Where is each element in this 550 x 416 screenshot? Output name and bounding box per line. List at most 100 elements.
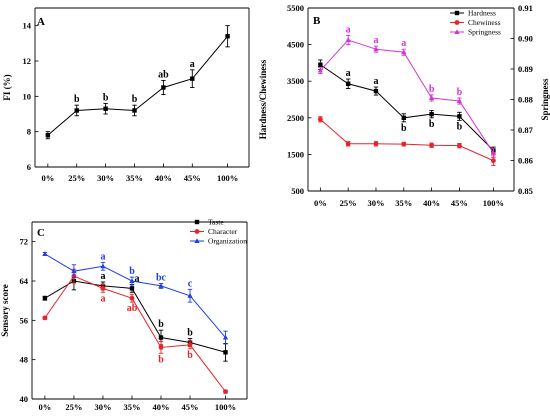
y-tick-label: 500 [291,186,304,196]
data-point [225,34,230,39]
data-point [429,142,434,148]
x-tick-label: 45% [182,402,199,412]
y-tick-label: 48 [20,355,29,365]
x-tick-label: 25% [68,173,85,183]
data-point [318,62,323,67]
data-point [129,278,135,283]
significance-label: a [346,68,351,79]
y2-tick-label: 0.85 [518,186,533,196]
data-point [42,296,48,301]
y-tick-label: 40 [20,394,29,404]
series-line [319,39,494,154]
data-point [45,133,51,138]
significance-label: b [158,354,164,365]
series-taste: a abb [42,271,228,362]
chart-panel-b: B 500 1500 2500 3500 4500 5500 Hardness/Chewine… [258,3,550,208]
y2-tick-label: 0.90 [518,34,533,44]
x-tick-label: 35% [123,402,140,412]
y2-tick-label: 0.88 [518,95,533,105]
x-tick-label: 0% [41,173,54,183]
significance-label: a [190,59,195,70]
legend-label: Character [208,227,238,236]
y-tick-label: 72 [20,237,29,247]
legend-marker [194,219,200,225]
y-axis-label: Hardness/Chewiness [258,59,268,139]
significance-label: b [187,350,193,361]
legend-label: Organization [208,237,247,246]
significance-label: ab [158,69,169,80]
data-point [345,141,351,147]
significance-label: a [373,35,378,46]
data-point [373,46,379,52]
legend-marker [454,10,460,16]
x-tick-label: 0% [314,198,327,208]
data-point [158,283,164,288]
significance-label: b [187,328,193,339]
data-point [71,268,77,274]
significance-label: a [100,293,105,304]
legend-label: Chewiness [468,18,501,27]
data-point [317,116,323,122]
significance-label: a [401,38,406,49]
data-point [132,108,137,113]
x-tick-label: 100% [217,173,238,183]
data-point [158,344,164,350]
significance-label: a [100,251,105,262]
significance-label: b [74,94,80,105]
data-point [491,158,496,164]
significance-label: ab [127,303,138,314]
y-tick-label: 3500 [287,76,304,86]
y-tick-label: 64 [20,276,29,286]
x-tick-label: 35% [395,198,412,208]
data-point [158,335,164,340]
significance-label: a [134,273,139,284]
data-point [429,95,435,100]
x-tick-label: 0% [39,402,52,412]
y-tick-label: 56 [20,315,29,325]
series-chewiness [317,116,496,166]
data-point [345,81,351,86]
data-point [401,141,407,147]
significance-label: b [129,266,135,277]
x-tick-label: 40% [155,173,172,183]
y-tick-label: 10 [23,91,32,101]
data-point [456,98,463,104]
y-tick-label: 2500 [287,113,304,123]
data-point [401,49,407,55]
data-point [223,389,228,395]
data-point [429,111,434,117]
y2-tick-label: 0.91 [518,3,533,13]
data-point [457,114,462,119]
significance-label: b [457,87,463,98]
significance-label: b [401,123,407,134]
significance-label: c [188,278,193,289]
data-point [373,141,379,147]
data-point [317,67,323,73]
legend-label: Springness [468,28,501,37]
series-line [320,118,494,162]
data-point [103,106,108,111]
legend-label: Taste [208,218,224,227]
legend-label: Hardness [468,9,496,18]
x-tick-label: 40% [153,402,170,412]
data-point [457,143,462,149]
legend-marker [194,229,200,234]
series-line [47,35,228,136]
significance-label: b [429,84,435,95]
data-point [490,150,496,155]
significance-label: b [132,94,138,105]
data-point [42,315,48,321]
data-point [223,350,228,355]
y-tick-label: 8 [27,127,31,137]
data-point [190,76,195,81]
panel-letter: C [37,227,45,239]
data-point [345,37,351,43]
x-tick-label: 30% [94,402,111,412]
x-tick-label: 45% [451,198,468,208]
x-tick-label: 30% [97,173,114,183]
y2-tick-label: 0.89 [518,64,533,74]
significance-label: a [373,76,378,87]
